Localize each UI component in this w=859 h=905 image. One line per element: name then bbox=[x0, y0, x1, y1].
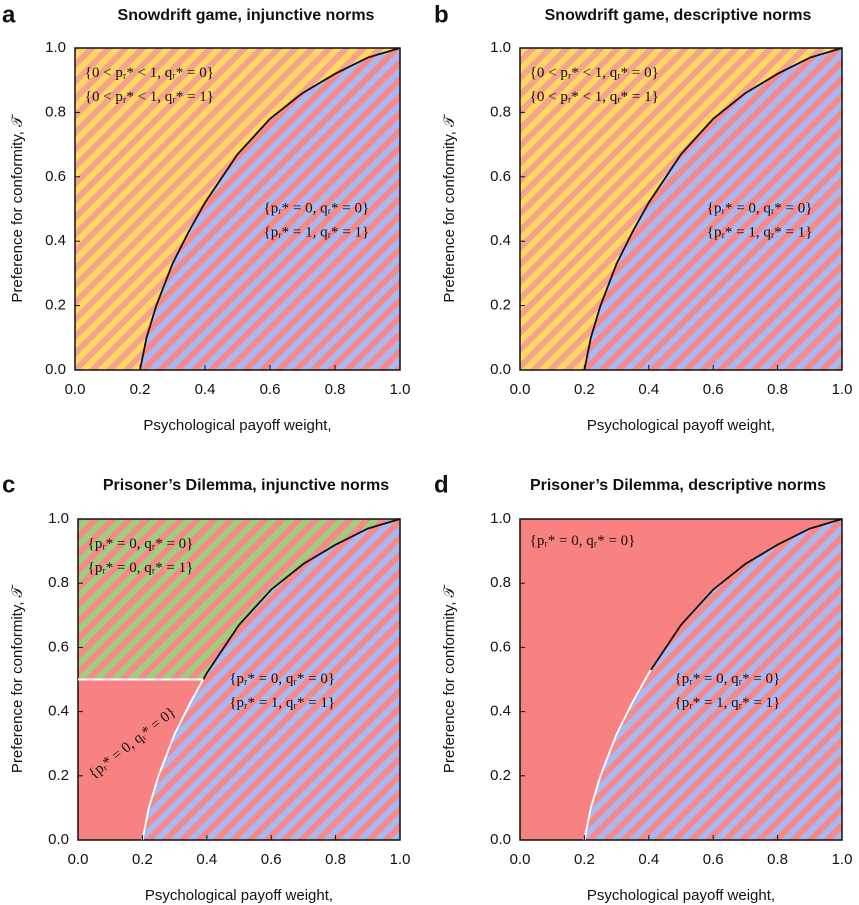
y-axis-label: Preference for conformity, 𝒯 bbox=[9, 583, 26, 773]
panel-title: Snowdrift game, injunctive norms bbox=[118, 7, 375, 24]
y-axis-label: Preference for conformity, 𝒯 bbox=[441, 113, 458, 303]
region-label: {0 < pᵣ* < 1, qᵣ* = 0} bbox=[530, 65, 659, 81]
x-axis-label: Psychological payoff weight, bbox=[145, 887, 333, 904]
region-label: {pᵣ* = 0, qᵣ* = 1} bbox=[88, 560, 194, 576]
y-tick-label: 0.0 bbox=[45, 361, 66, 378]
x-tick-label: 0.2 bbox=[132, 851, 153, 868]
y-tick-label: 0.6 bbox=[45, 168, 66, 185]
x-tick-label: 0.0 bbox=[65, 381, 86, 398]
region bbox=[142, 519, 400, 840]
y-tick-label: 1.0 bbox=[45, 39, 66, 56]
x-tick-label: 1.0 bbox=[390, 851, 411, 868]
y-axis-label: Preference for conformity, 𝒯 bbox=[441, 583, 458, 773]
y-tick-label: 0.6 bbox=[490, 638, 511, 655]
y-tick-label: 0.0 bbox=[48, 831, 69, 848]
x-tick-label: 1.0 bbox=[390, 381, 411, 398]
x-tick-label: 0.2 bbox=[574, 851, 595, 868]
panel-title: Snowdrift game, descriptive norms bbox=[545, 7, 812, 24]
panel-title: Prisoner’s Dilemma, injunctive norms bbox=[103, 477, 389, 494]
panel: b Snowdrift game, descriptive norms Psycho… bbox=[434, 1, 852, 434]
y-tick-label: 0.0 bbox=[490, 831, 511, 848]
region-label: {pᵣ* = 0, qᵣ* = 0} bbox=[675, 671, 781, 687]
y-tick-label: 0.8 bbox=[48, 574, 69, 591]
region-label: {0 < pᵣ* < 1, qᵣ* = 1} bbox=[85, 89, 214, 105]
x-tick-label: 0.6 bbox=[260, 381, 281, 398]
panel-letter: d bbox=[434, 471, 449, 498]
plot-frame bbox=[74, 47, 401, 371]
y-tick-label: 0.2 bbox=[490, 297, 511, 314]
region bbox=[520, 519, 842, 840]
panel-letter: a bbox=[2, 1, 16, 28]
y-tick-label: 0.8 bbox=[490, 574, 511, 591]
y-tick-label: 1.0 bbox=[48, 510, 69, 527]
y-tick-label: 0.4 bbox=[48, 703, 69, 720]
region-label: {pᵣ* = 0, qᵣ* = 0} bbox=[229, 671, 335, 687]
x-tick-label: 0.8 bbox=[325, 381, 346, 398]
y-tick-label: 1.0 bbox=[490, 39, 511, 56]
x-tick-label: 0.8 bbox=[767, 851, 788, 868]
region-label: {pᵣ* = 0, qᵣ* = 0} bbox=[88, 536, 194, 552]
region-label: {pᵣ* = 1, qᵣ* = 1} bbox=[264, 224, 370, 240]
region-label: {pᵣ* = 1, qᵣ* = 1} bbox=[675, 695, 781, 711]
y-tick-label: 0.4 bbox=[490, 703, 511, 720]
x-tick-label: 1.0 bbox=[832, 381, 853, 398]
x-tick-label: 0.4 bbox=[196, 851, 217, 868]
x-tick-label: 1.0 bbox=[832, 851, 853, 868]
region-label: {0 < pᵣ* < 1, qᵣ* = 0} bbox=[85, 65, 214, 81]
plot-frame bbox=[519, 47, 843, 371]
x-tick-label: 0.6 bbox=[703, 381, 724, 398]
boundary-curve bbox=[583, 47, 843, 371]
x-axis-label: Psychological payoff weight, bbox=[587, 887, 775, 904]
y-tick-label: 0.6 bbox=[490, 168, 511, 185]
panel-letter: c bbox=[2, 471, 15, 498]
boundary-lower bbox=[583, 669, 652, 841]
x-tick-label: 0.2 bbox=[574, 381, 595, 398]
x-tick-label: 0.4 bbox=[638, 381, 659, 398]
region bbox=[584, 48, 842, 370]
region bbox=[520, 48, 842, 370]
y-tick-label: 0.0 bbox=[490, 361, 511, 378]
region-label: {0 < pᵣ* < 1, qᵣ* = 1} bbox=[530, 89, 659, 105]
region-label: {pᵣ* = 1, qᵣ* = 1} bbox=[707, 224, 813, 240]
y-tick-label: 1.0 bbox=[490, 510, 511, 527]
panel: c Prisoner’s Dilemma, injunctive norms Psy… bbox=[2, 471, 410, 904]
x-tick-label: 0.4 bbox=[195, 381, 216, 398]
y-tick-label: 0.4 bbox=[490, 232, 511, 249]
x-tick-label: 0.2 bbox=[130, 381, 151, 398]
x-axis-label: Psychological payoff weight, bbox=[143, 417, 331, 434]
y-tick-label: 0.8 bbox=[45, 103, 66, 120]
x-tick-label: 0.0 bbox=[510, 381, 531, 398]
panel-title: Prisoner’s Dilemma, descriptive norms bbox=[530, 477, 826, 494]
region-label: {pᵣ* = 1, qᵣ* = 1} bbox=[229, 695, 335, 711]
y-tick-label: 0.6 bbox=[48, 638, 69, 655]
region bbox=[584, 519, 842, 840]
panel: d Prisoner’s Dilemma, descriptive norms Ps… bbox=[434, 471, 852, 904]
plot-frame bbox=[519, 518, 843, 841]
x-tick-label: 0.6 bbox=[261, 851, 282, 868]
region-label: {pᵣ* = 0, qᵣ* = 0} bbox=[264, 200, 370, 216]
x-tick-label: 0.0 bbox=[510, 851, 531, 868]
x-axis-label: Psychological payoff weight, bbox=[587, 417, 775, 434]
region-label: {pᵣ* = 0, qᵣ* = 0} bbox=[530, 533, 636, 549]
y-axis-label: Preference for conformity, 𝒯 bbox=[9, 113, 26, 303]
y-tick-label: 0.2 bbox=[48, 767, 69, 784]
region bbox=[140, 48, 400, 370]
boundary-curve bbox=[139, 47, 401, 371]
boundary-lower bbox=[141, 679, 205, 841]
x-tick-label: 0.6 bbox=[703, 851, 724, 868]
region bbox=[78, 679, 204, 840]
region-label: {pᵣ* = 0, qᵣ* = 0} bbox=[707, 200, 813, 216]
x-tick-label: 0.8 bbox=[325, 851, 346, 868]
y-tick-label: 0.2 bbox=[45, 297, 66, 314]
panel: a Snowdrift game, injunctive norms Psychol… bbox=[2, 1, 410, 434]
y-tick-label: 0.8 bbox=[490, 103, 511, 120]
y-tick-label: 0.4 bbox=[45, 232, 66, 249]
panel-letter: b bbox=[434, 1, 449, 28]
x-tick-label: 0.4 bbox=[638, 851, 659, 868]
y-tick-label: 0.2 bbox=[490, 767, 511, 784]
x-tick-label: 0.8 bbox=[767, 381, 788, 398]
region bbox=[75, 48, 400, 370]
x-tick-label: 0.0 bbox=[68, 851, 89, 868]
